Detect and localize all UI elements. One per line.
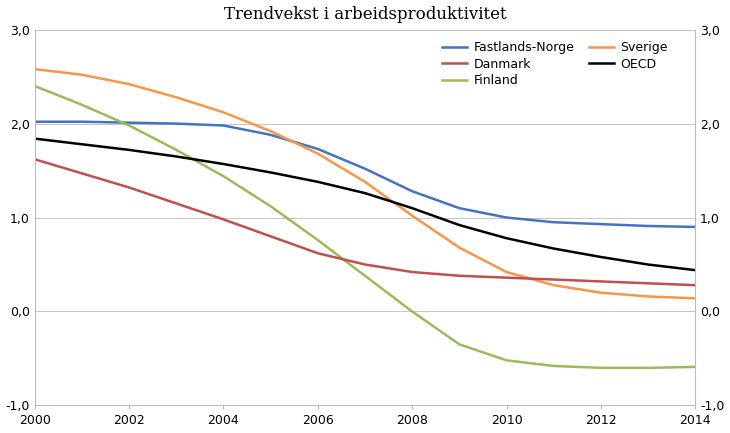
Danmark <box>502 275 511 280</box>
Finland <box>266 204 275 209</box>
Finland <box>361 273 369 278</box>
Finland <box>549 363 558 368</box>
OECD <box>502 236 511 241</box>
Danmark <box>266 234 275 239</box>
Finland <box>644 365 653 371</box>
OECD <box>313 179 322 184</box>
Line: Danmark: Danmark <box>35 159 695 285</box>
Fastlands-Norge <box>455 206 464 211</box>
Danmark <box>125 185 134 190</box>
Fastlands-Norge <box>549 220 558 225</box>
Line: OECD: OECD <box>35 139 695 270</box>
OECD <box>644 262 653 267</box>
OECD <box>455 223 464 228</box>
OECD <box>172 154 181 159</box>
Danmark <box>313 251 322 256</box>
Fastlands-Norge <box>596 222 605 227</box>
Finland <box>125 123 134 128</box>
Finland <box>408 309 417 314</box>
Sverige <box>549 283 558 288</box>
Danmark <box>549 277 558 282</box>
Sverige <box>408 213 417 218</box>
Fastlands-Norge <box>361 166 369 171</box>
OECD <box>408 206 417 211</box>
Finland <box>31 84 39 89</box>
Danmark <box>219 217 228 222</box>
OECD <box>31 136 39 141</box>
Fastlands-Norge <box>219 123 228 128</box>
Sverige <box>361 179 369 184</box>
Danmark <box>361 262 369 267</box>
Fastlands-Norge <box>313 146 322 152</box>
OECD <box>219 162 228 167</box>
Fastlands-Norge <box>408 189 417 194</box>
Sverige <box>596 290 605 295</box>
OECD <box>596 255 605 260</box>
Sverige <box>691 296 699 301</box>
Legend: Fastlands-Norge, Danmark, Finland, Sverige, OECD, : Fastlands-Norge, Danmark, Finland, Sveri… <box>437 36 673 92</box>
Fastlands-Norge <box>502 215 511 220</box>
Fastlands-Norge <box>266 132 275 137</box>
Finland <box>172 147 181 152</box>
Line: Fastlands-Norge: Fastlands-Norge <box>35 122 695 227</box>
Sverige <box>77 72 86 78</box>
Sverige <box>172 95 181 100</box>
OECD <box>125 147 134 152</box>
Sverige <box>502 269 511 275</box>
Sverige <box>266 129 275 134</box>
Finland <box>313 237 322 242</box>
Danmark <box>644 281 653 286</box>
Danmark <box>77 171 86 176</box>
Title: Trendvekst i arbeidsproduktivitet: Trendvekst i arbeidsproduktivitet <box>223 6 507 23</box>
Finland <box>219 174 228 179</box>
Sverige <box>644 294 653 299</box>
Sverige <box>31 67 39 72</box>
Finland <box>691 364 699 369</box>
Sverige <box>125 81 134 87</box>
Danmark <box>455 273 464 278</box>
Finland <box>455 342 464 347</box>
Fastlands-Norge <box>691 224 699 229</box>
Line: Finland: Finland <box>35 86 695 368</box>
Finland <box>596 365 605 371</box>
Sverige <box>455 245 464 250</box>
OECD <box>266 170 275 175</box>
OECD <box>549 246 558 251</box>
Line: Sverige: Sverige <box>35 69 695 298</box>
Fastlands-Norge <box>31 119 39 124</box>
Sverige <box>313 151 322 156</box>
Finland <box>77 102 86 107</box>
Sverige <box>219 110 228 115</box>
Danmark <box>691 283 699 288</box>
OECD <box>691 268 699 273</box>
Fastlands-Norge <box>644 223 653 229</box>
Danmark <box>408 269 417 275</box>
Danmark <box>172 201 181 206</box>
Danmark <box>596 279 605 284</box>
Fastlands-Norge <box>77 119 86 124</box>
Fastlands-Norge <box>172 121 181 126</box>
Fastlands-Norge <box>125 120 134 125</box>
OECD <box>77 142 86 147</box>
Danmark <box>31 157 39 162</box>
Finland <box>502 358 511 363</box>
OECD <box>361 191 369 196</box>
